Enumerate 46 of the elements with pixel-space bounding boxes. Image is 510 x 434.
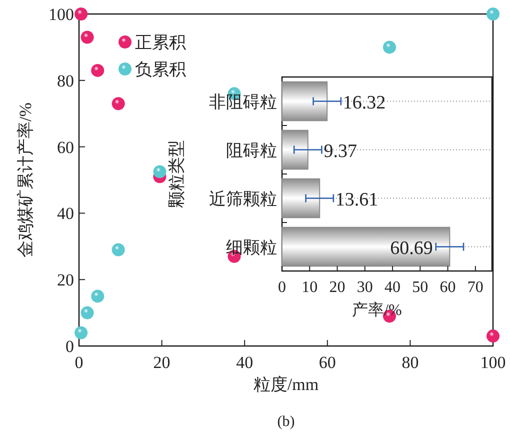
y-tick-label: 100	[48, 5, 74, 24]
y-tick-label: 0	[66, 337, 74, 356]
x-tick-label: 80	[402, 353, 419, 372]
x-tick-label: 20	[329, 279, 346, 296]
x-tick-label: 40	[384, 279, 401, 296]
y-tick-label: 细颗粒	[226, 238, 277, 257]
point	[383, 40, 396, 54]
x-tick-label: 50	[412, 279, 428, 296]
x-tick-label: 60	[440, 279, 456, 296]
x-tick-label: 70	[467, 279, 484, 296]
x-axis-title: 粒度/mm	[253, 375, 319, 394]
x-tick-label: 30	[356, 279, 373, 296]
point	[80, 306, 94, 320]
data-label: 60.69	[390, 238, 433, 259]
x-tick-label: 20	[153, 353, 170, 372]
bar	[282, 178, 320, 218]
y-tick-label: 近筛颗粒	[209, 189, 277, 208]
point	[91, 290, 104, 303]
x-tick-label: 100	[480, 353, 506, 372]
data-label: 9.37	[324, 140, 357, 162]
point	[91, 64, 104, 77]
y-tick-label: 60	[57, 138, 74, 157]
legend-label: 负累积	[135, 60, 186, 79]
point	[112, 243, 125, 256]
bar	[282, 226, 450, 267]
y-tick-label: 40	[57, 204, 74, 224]
x-tick-label: 60	[318, 353, 336, 372]
point	[112, 97, 125, 110]
point	[74, 8, 88, 20]
point	[80, 30, 94, 44]
x-tick-label: 10	[302, 279, 318, 296]
y-tick-label: 阻碍粒	[226, 140, 277, 160]
point	[486, 330, 500, 343]
legend-label: 正累积	[135, 33, 186, 52]
point	[153, 165, 166, 178]
y-tick-label: 80	[57, 71, 74, 90]
bar	[282, 81, 328, 122]
y-axis-title: 颗粒类型	[167, 140, 186, 208]
data-label: 13.61	[335, 189, 378, 210]
bar	[282, 130, 308, 170]
point	[74, 326, 88, 340]
data-label: 16.32	[342, 92, 386, 114]
point	[486, 8, 500, 20]
y-axis-title: 金鸡煤矿累计产率/%	[16, 102, 35, 258]
text: (b)	[277, 414, 295, 430]
y-tick-label: 非阻碍粒	[209, 92, 277, 112]
